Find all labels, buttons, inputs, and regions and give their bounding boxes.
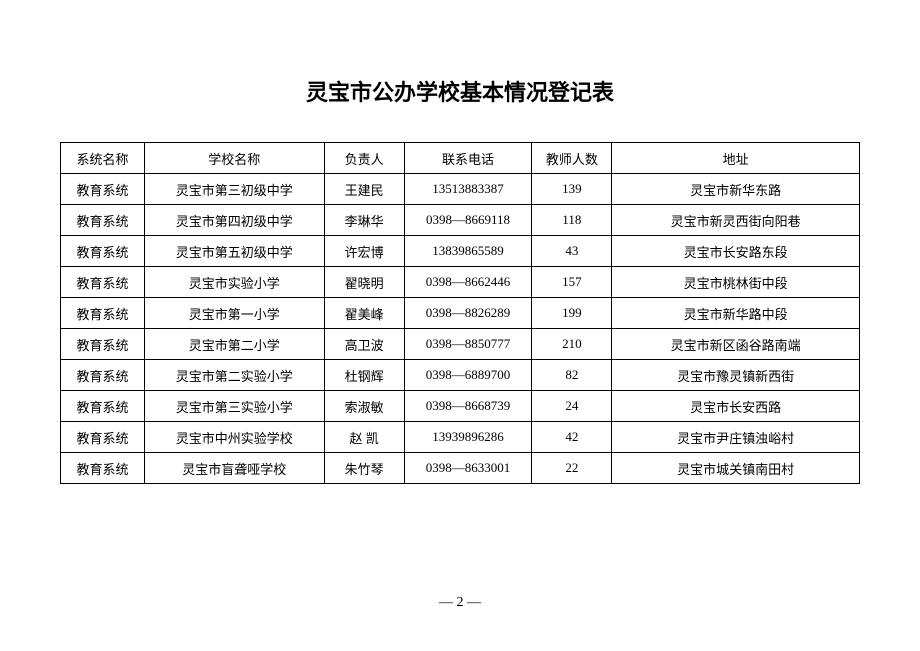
table-header-row: 系统名称 学校名称 负责人 联系电话 教师人数 地址 (61, 143, 860, 174)
table-cell: 24 (532, 391, 612, 422)
table-cell: 0398—8633001 (404, 453, 532, 484)
table-cell: 赵 凯 (324, 422, 404, 453)
col-header-system: 系统名称 (61, 143, 145, 174)
table-cell: 13839865589 (404, 236, 532, 267)
table-cell: 许宏博 (324, 236, 404, 267)
table-cell: 灵宝市第二小学 (144, 329, 324, 360)
table-cell: 教育系统 (61, 422, 145, 453)
table-cell: 118 (532, 205, 612, 236)
table-cell: 灵宝市实验小学 (144, 267, 324, 298)
table-row: 教育系统灵宝市实验小学翟晓明0398—8662446157灵宝市桃林街中段 (61, 267, 860, 298)
table-cell: 教育系统 (61, 174, 145, 205)
table-cell: 0398—8850777 (404, 329, 532, 360)
table-row: 教育系统灵宝市盲聋哑学校朱竹琴0398—863300122灵宝市城关镇南田村 (61, 453, 860, 484)
table-cell: 157 (532, 267, 612, 298)
col-header-phone: 联系电话 (404, 143, 532, 174)
table-cell: 翟美峰 (324, 298, 404, 329)
table-cell: 灵宝市第五初级中学 (144, 236, 324, 267)
table-row: 教育系统灵宝市中州实验学校赵 凯1393989628642灵宝市尹庄镇浊峪村 (61, 422, 860, 453)
table-cell: 教育系统 (61, 360, 145, 391)
table-cell: 灵宝市尹庄镇浊峪村 (612, 422, 860, 453)
table-cell: 灵宝市新华东路 (612, 174, 860, 205)
table-cell: 灵宝市新华路中段 (612, 298, 860, 329)
table-cell: 210 (532, 329, 612, 360)
page-title: 灵宝市公办学校基本情况登记表 (60, 75, 860, 107)
table-cell: 199 (532, 298, 612, 329)
table-cell: 教育系统 (61, 391, 145, 422)
col-header-count: 教师人数 (532, 143, 612, 174)
table-cell: 高卫波 (324, 329, 404, 360)
table-cell: 翟晓明 (324, 267, 404, 298)
table-cell: 教育系统 (61, 267, 145, 298)
table-cell: 王建民 (324, 174, 404, 205)
table-cell: 0398—8669118 (404, 205, 532, 236)
table-cell: 灵宝市长安西路 (612, 391, 860, 422)
table-cell: 教育系统 (61, 205, 145, 236)
table-cell: 灵宝市桃林街中段 (612, 267, 860, 298)
table-cell: 0398—8826289 (404, 298, 532, 329)
table-cell: 李琳华 (324, 205, 404, 236)
table-cell: 灵宝市新灵西街向阳巷 (612, 205, 860, 236)
col-header-address: 地址 (612, 143, 860, 174)
table-row: 教育系统灵宝市第五初级中学许宏博1383986558943灵宝市长安路东段 (61, 236, 860, 267)
table-cell: 教育系统 (61, 329, 145, 360)
table-cell: 13939896286 (404, 422, 532, 453)
table-row: 教育系统灵宝市第二实验小学杜钢辉0398—688970082灵宝市豫灵镇新西街 (61, 360, 860, 391)
table-cell: 灵宝市盲聋哑学校 (144, 453, 324, 484)
table-cell: 0398—6889700 (404, 360, 532, 391)
table-cell: 灵宝市第三实验小学 (144, 391, 324, 422)
table-cell: 灵宝市第三初级中学 (144, 174, 324, 205)
table-cell: 灵宝市第一小学 (144, 298, 324, 329)
table-row: 教育系统灵宝市第二小学高卫波0398—8850777210灵宝市新区函谷路南端 (61, 329, 860, 360)
table-cell: 82 (532, 360, 612, 391)
table-cell: 灵宝市第四初级中学 (144, 205, 324, 236)
table-cell: 139 (532, 174, 612, 205)
table-cell: 0398—8662446 (404, 267, 532, 298)
table-cell: 灵宝市长安路东段 (612, 236, 860, 267)
document-page: 灵宝市公办学校基本情况登记表 系统名称 学校名称 负责人 联系电话 教师人数 地… (0, 0, 920, 651)
table-cell: 灵宝市新区函谷路南端 (612, 329, 860, 360)
table-cell: 22 (532, 453, 612, 484)
table-cell: 灵宝市豫灵镇新西街 (612, 360, 860, 391)
table-cell: 灵宝市第二实验小学 (144, 360, 324, 391)
table-cell: 0398—8668739 (404, 391, 532, 422)
table-body: 教育系统灵宝市第三初级中学王建民13513883387139灵宝市新华东路教育系… (61, 174, 860, 484)
table-row: 教育系统灵宝市第四初级中学李琳华0398—8669118118灵宝市新灵西街向阳… (61, 205, 860, 236)
table-row: 教育系统灵宝市第三实验小学索淑敏0398—866873924灵宝市长安西路 (61, 391, 860, 422)
table-cell: 杜钢辉 (324, 360, 404, 391)
table-row: 教育系统灵宝市第三初级中学王建民13513883387139灵宝市新华东路 (61, 174, 860, 205)
table-cell: 索淑敏 (324, 391, 404, 422)
table-cell: 教育系统 (61, 298, 145, 329)
table-row: 教育系统灵宝市第一小学翟美峰0398—8826289199灵宝市新华路中段 (61, 298, 860, 329)
table-cell: 灵宝市城关镇南田村 (612, 453, 860, 484)
table-cell: 教育系统 (61, 453, 145, 484)
table-cell: 朱竹琴 (324, 453, 404, 484)
table-cell: 42 (532, 422, 612, 453)
page-number: — 2 — (0, 595, 920, 611)
table-cell: 13513883387 (404, 174, 532, 205)
col-header-person: 负责人 (324, 143, 404, 174)
schools-table: 系统名称 学校名称 负责人 联系电话 教师人数 地址 教育系统灵宝市第三初级中学… (60, 142, 860, 484)
table-cell: 教育系统 (61, 236, 145, 267)
table-cell: 43 (532, 236, 612, 267)
col-header-school: 学校名称 (144, 143, 324, 174)
table-cell: 灵宝市中州实验学校 (144, 422, 324, 453)
